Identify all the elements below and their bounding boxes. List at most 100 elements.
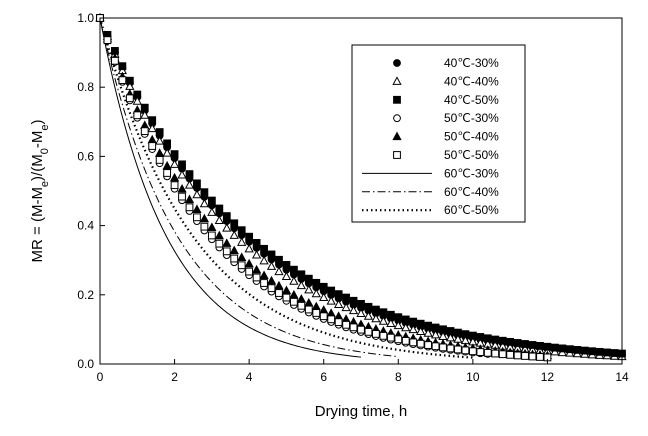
- x-tick-label: 10: [466, 370, 480, 384]
- data-point: [244, 258, 254, 268]
- data-point: [252, 239, 261, 247]
- data-point: [237, 226, 246, 235]
- data-point: [289, 265, 298, 274]
- data-point: [245, 232, 254, 241]
- data-point: [386, 318, 396, 327]
- data-point: [140, 103, 149, 112]
- legend-item: 60℃-40%: [362, 185, 499, 199]
- data-point: [393, 320, 403, 330]
- legend-item: 40℃-50%: [393, 93, 499, 107]
- data-point: [274, 266, 284, 276]
- data-point: [580, 346, 589, 355]
- data-point: [311, 288, 321, 298]
- data-point: [454, 345, 462, 354]
- data-point: [155, 136, 165, 145]
- data-point: [148, 116, 157, 125]
- data-point: [610, 349, 619, 357]
- data-point: [483, 348, 492, 357]
- legend-box: [351, 44, 526, 223]
- data-point: [446, 344, 455, 353]
- data-point: [319, 305, 329, 314]
- data-point: [207, 207, 217, 216]
- data-point: [573, 345, 582, 354]
- legend-item: 60℃-30%: [362, 166, 499, 180]
- data-point: [251, 249, 262, 259]
- data-point: [304, 305, 313, 314]
- x-tick-label: 2: [171, 370, 178, 384]
- data-point: [341, 302, 351, 312]
- data-point: [319, 282, 328, 291]
- y-axis-title: MR = (M-Me)/(M0-Me): [29, 120, 51, 263]
- data-point: [230, 219, 239, 228]
- data-point: [521, 340, 529, 348]
- data-point: [536, 353, 544, 361]
- data-point: [372, 305, 380, 314]
- data-point: [521, 352, 529, 360]
- data-point: [260, 244, 268, 253]
- data-point: [296, 280, 306, 290]
- data-point: [289, 297, 298, 306]
- legend-marker: [392, 76, 402, 85]
- data-point: [468, 331, 477, 340]
- legend-item: 50℃-40%: [392, 130, 499, 144]
- data-point: [193, 213, 201, 222]
- data-point: [439, 325, 447, 334]
- data-point: [200, 188, 209, 197]
- data-point: [327, 315, 336, 324]
- legend-marker: [393, 114, 401, 123]
- x-tick-label: 4: [246, 370, 253, 384]
- data-point: [476, 333, 485, 341]
- data-point: [199, 213, 210, 223]
- data-point: [281, 271, 292, 281]
- data-point: [364, 302, 373, 311]
- data-point: [244, 243, 254, 253]
- data-point: [133, 111, 142, 120]
- legend-marker: [393, 59, 401, 67]
- data-point: [595, 347, 604, 356]
- data-point: [237, 237, 247, 246]
- data-point: [498, 336, 507, 345]
- data-point: [349, 296, 358, 305]
- data-point: [178, 192, 186, 201]
- data-point: [237, 261, 246, 270]
- data-point: [423, 328, 433, 337]
- data-point: [416, 319, 425, 328]
- data-point: [333, 299, 344, 308]
- data-point: [363, 311, 374, 320]
- data-point: [229, 245, 239, 255]
- data-point: [252, 273, 261, 282]
- data-point: [267, 284, 276, 293]
- data-point: [103, 36, 112, 44]
- data-point: [148, 142, 157, 150]
- data-point: [222, 247, 231, 256]
- data-point: [185, 170, 194, 179]
- data-point: [409, 338, 418, 347]
- data-point: [506, 337, 515, 346]
- data-point: [297, 301, 306, 310]
- legend-item: 40℃-40%: [392, 74, 499, 88]
- y-tick-label: 0.2: [77, 288, 94, 302]
- data-point: [267, 250, 276, 259]
- data-point: [222, 223, 232, 232]
- y-tick-label: 0.6: [77, 149, 94, 163]
- x-tick-label: 14: [615, 370, 629, 384]
- data-point: [401, 315, 410, 324]
- data-point: [304, 284, 314, 294]
- legend-label: 50℃-50%: [444, 148, 499, 162]
- data-point: [230, 254, 239, 263]
- data-point: [357, 299, 365, 308]
- data-point: [408, 324, 418, 334]
- data-point: [312, 278, 321, 287]
- data-point: [177, 184, 187, 193]
- legend: 40℃-30% 40℃-40% 40℃-50% 50℃-30% 50℃-40% 50℃-5…: [351, 44, 526, 223]
- data-point: [416, 326, 426, 335]
- series-layer: [95, 12, 627, 362]
- data-point: [327, 286, 336, 295]
- data-point: [140, 110, 150, 119]
- data-point: [357, 325, 365, 334]
- x-tick-label: 8: [395, 370, 402, 384]
- data-point: [536, 341, 544, 350]
- data-point: [476, 348, 485, 356]
- data-point: [550, 343, 559, 352]
